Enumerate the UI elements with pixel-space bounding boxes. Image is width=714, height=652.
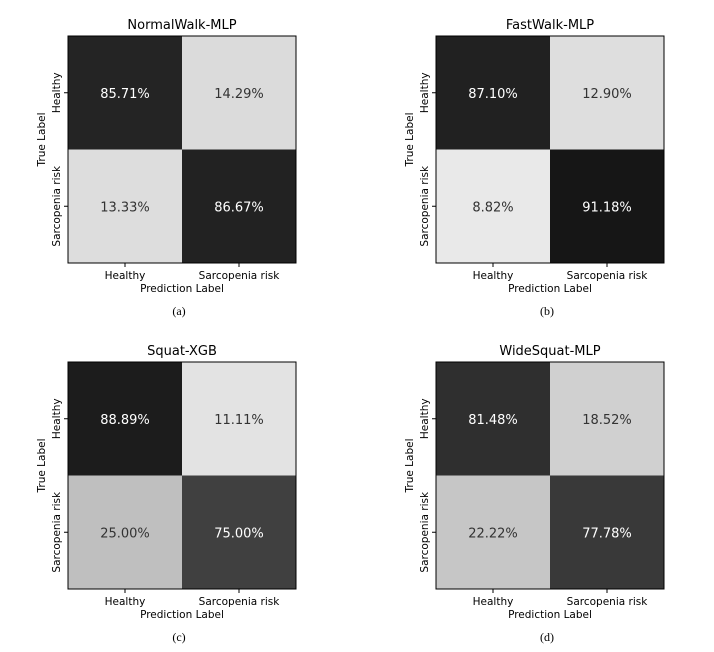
- panel-title: NormalWalk-MLP: [127, 18, 236, 33]
- x-axis-label: Prediction Label: [140, 609, 224, 621]
- x-tick-label: Healthy: [105, 596, 146, 608]
- x-axis-label: Prediction Label: [508, 609, 592, 621]
- heatmap-cell: [68, 149, 182, 263]
- subfigure-caption: (c): [172, 630, 185, 644]
- x-tick-label: Sarcopenia risk: [567, 596, 649, 608]
- cell-value-label: 13.33%: [100, 200, 150, 215]
- y-tick-label: Healthy: [51, 398, 63, 439]
- plot-frame: [67, 35, 297, 264]
- cell-value-label: 18.52%: [582, 413, 632, 428]
- confusion-matrix-panel: WideSquat-MLP 81.48% 18.52% 22.22% 77.78% Hea…: [404, 344, 665, 644]
- y-axis-label: True Label: [36, 113, 48, 168]
- cell-value-label: 91.18%: [582, 200, 632, 215]
- panel-title: WideSquat-MLP: [499, 344, 600, 359]
- heatmap-cell: [436, 36, 550, 150]
- heatmap-cell: [550, 475, 664, 589]
- cell-value-label: 86.67%: [214, 200, 264, 215]
- y-tick-label: Sarcopenia risk: [419, 165, 431, 247]
- cell-value-label: 8.82%: [472, 200, 513, 215]
- cell-value-label: 88.89%: [100, 413, 150, 428]
- x-tick-label: Sarcopenia risk: [199, 270, 281, 282]
- heatmap-cell: [550, 149, 664, 263]
- x-tick-label: Healthy: [105, 270, 146, 282]
- y-tick-label: Healthy: [419, 398, 431, 439]
- subfigure-caption: (d): [540, 630, 554, 644]
- heatmap-cell: [182, 36, 296, 150]
- cell-value-label: 81.48%: [468, 413, 518, 428]
- panel-title: Squat-XGB: [147, 344, 217, 359]
- confusion-matrix-panel: FastWalk-MLP 87.10% 12.90% 8.82% 91.18% Healt…: [404, 18, 665, 318]
- panel-title: FastWalk-MLP: [506, 18, 594, 33]
- subfigure-caption: (a): [172, 304, 185, 318]
- heatmap-cell: [68, 362, 182, 476]
- heatmap-cell: [436, 362, 550, 476]
- x-tick-label: Sarcopenia risk: [199, 596, 281, 608]
- cell-value-label: 25.00%: [100, 526, 150, 541]
- cell-value-label: 11.11%: [214, 413, 264, 428]
- heatmap-cell: [68, 36, 182, 150]
- x-tick-label: Healthy: [473, 270, 514, 282]
- heatmap-cell: [182, 149, 296, 263]
- cell-value-label: 77.78%: [582, 526, 632, 541]
- heatmap-cell: [550, 36, 664, 150]
- heatmap-cell: [436, 475, 550, 589]
- x-axis-label: Prediction Label: [508, 283, 592, 295]
- plot-frame: [435, 35, 665, 264]
- cell-value-label: 14.29%: [214, 87, 264, 102]
- confusion-matrix-panel: NormalWalk-MLP 85.71% 14.29% 13.33% 86.67% He…: [36, 18, 297, 318]
- y-tick-label: Healthy: [51, 72, 63, 113]
- cell-value-label: 75.00%: [214, 526, 264, 541]
- y-axis-label: True Label: [404, 113, 416, 168]
- heatmap-cell: [436, 149, 550, 263]
- x-tick-label: Healthy: [473, 596, 514, 608]
- y-tick-label: Healthy: [419, 72, 431, 113]
- y-axis-label: True Label: [404, 439, 416, 494]
- y-axis-label: True Label: [36, 439, 48, 494]
- heatmap-cell: [182, 362, 296, 476]
- plot-frame: [67, 361, 297, 590]
- heatmap-cell: [550, 362, 664, 476]
- y-tick-label: Sarcopenia risk: [51, 491, 63, 573]
- y-tick-label: Sarcopenia risk: [419, 491, 431, 573]
- cell-value-label: 85.71%: [100, 87, 150, 102]
- heatmap-cell: [182, 475, 296, 589]
- y-tick-label: Sarcopenia risk: [51, 165, 63, 247]
- heatmap-cell: [68, 475, 182, 589]
- x-axis-label: Prediction Label: [140, 283, 224, 295]
- cell-value-label: 22.22%: [468, 526, 518, 541]
- confusion-matrix-panel: Squat-XGB 88.89% 11.11% 25.00% 75.00% Healthy…: [36, 344, 297, 644]
- cell-value-label: 12.90%: [582, 87, 632, 102]
- plot-frame: [435, 361, 665, 590]
- x-tick-label: Sarcopenia risk: [567, 270, 649, 282]
- cell-value-label: 87.10%: [468, 87, 518, 102]
- subfigure-caption: (b): [540, 304, 554, 318]
